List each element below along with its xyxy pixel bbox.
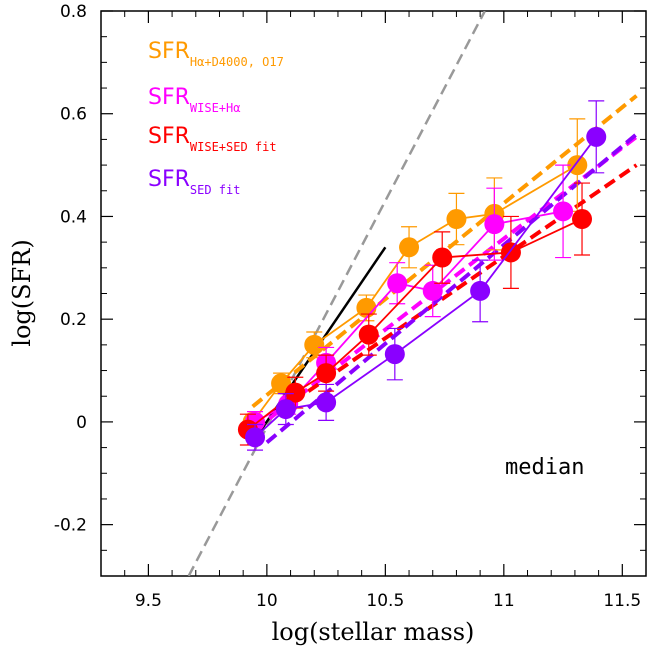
data-point xyxy=(316,392,337,413)
data-point xyxy=(316,363,337,384)
median-annotation: median xyxy=(505,455,584,480)
data-point xyxy=(422,280,443,301)
series-sed-fit xyxy=(245,100,607,451)
legend-entry-wise-sed-fit: SFRWISE+SED fit xyxy=(148,124,277,154)
x-axis-title: log(stellar mass) xyxy=(272,618,475,646)
data-point xyxy=(484,214,505,235)
y-tick-label: -0.2 xyxy=(54,516,87,536)
reference-dashed-line xyxy=(187,11,486,576)
data-point xyxy=(432,247,453,268)
y-tick-label: 0.6 xyxy=(60,105,87,125)
series-layer xyxy=(237,100,607,451)
data-point xyxy=(285,382,306,403)
legend-entry-h-d4000-o17: SFRHα+D4000, O17 xyxy=(148,39,284,69)
data-point xyxy=(446,209,467,230)
fit-lines xyxy=(251,94,638,444)
series-wise-sed-fit xyxy=(237,182,593,446)
fit-line-h-d4000-o17 xyxy=(251,94,638,409)
y-tick-label: 0.4 xyxy=(60,207,87,227)
x-tick-label: 11.5 xyxy=(603,591,641,611)
series-line xyxy=(251,164,578,423)
y-tick-label: 0 xyxy=(76,413,87,433)
data-point xyxy=(245,427,266,448)
data-point xyxy=(304,334,325,355)
data-point xyxy=(356,297,377,318)
x-tick-label: 11 xyxy=(493,591,515,611)
axis-ticks xyxy=(100,10,647,576)
data-point xyxy=(470,280,491,301)
y-tick-label: 0.8 xyxy=(60,2,87,22)
data-point xyxy=(384,344,405,365)
y-axis-title: log(SFR) xyxy=(8,239,36,346)
x-tick-label: 10.5 xyxy=(366,591,404,611)
data-point xyxy=(399,237,420,258)
data-point xyxy=(572,209,593,230)
data-point xyxy=(271,373,292,394)
data-point xyxy=(586,126,607,147)
legend-entry-wise-h: SFRWISE+Hα xyxy=(148,85,240,115)
data-point xyxy=(553,201,574,222)
tick-labels: 9.5 10 10.5 11 11.5 -0.2 0 0.2 0.4 0.6 0.8 xyxy=(54,2,641,611)
x-tick-label: 10 xyxy=(256,591,278,611)
legend-entry-sed-fit: SFRSED fit xyxy=(148,167,240,197)
legend: SFRHα+D4000, O17 SFRWISE+Hα SFRWISE+SED fi… xyxy=(148,39,284,197)
y-tick-label: 0.2 xyxy=(60,310,87,330)
x-tick-label: 9.5 xyxy=(135,591,162,611)
data-point xyxy=(387,273,408,294)
data-point xyxy=(358,324,379,345)
data-point xyxy=(275,399,296,420)
